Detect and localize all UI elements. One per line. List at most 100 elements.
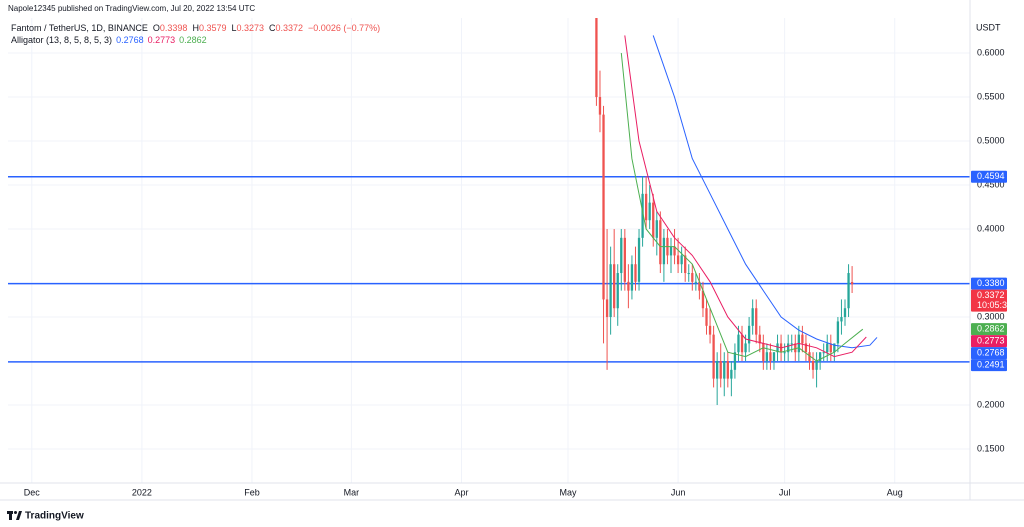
- ohlc-key: H: [192, 23, 199, 33]
- price-badge-label: 0.3372: [977, 290, 1005, 300]
- candle-body: [850, 282, 854, 285]
- alligator-line: [624, 35, 867, 358]
- ohlc-key: O: [153, 23, 160, 33]
- y-tick-label: 0.5500: [977, 91, 1005, 101]
- price-badge: [971, 289, 1007, 312]
- price-badge: [971, 335, 1007, 348]
- candle-body: [595, 18, 598, 98]
- candle-body: [662, 237, 666, 265]
- candle-body: [804, 343, 808, 353]
- candle-body: [747, 325, 751, 344]
- candle-body: [787, 343, 790, 353]
- symbol-line: Fantom / TetherUS, 1D, BINANCE O0.3398 H0.…: [11, 23, 380, 33]
- x-tick-label: Mar: [344, 487, 360, 497]
- candle-body: [733, 352, 737, 370]
- candle-body: [758, 334, 761, 344]
- candle-body: [811, 361, 815, 370]
- y-tick-label: 0.3000: [977, 311, 1005, 321]
- y-tick-label: 0.2000: [977, 399, 1005, 409]
- candle-body: [659, 220, 662, 265]
- price-badge-label: 0.3380: [977, 278, 1005, 288]
- candle-body: [801, 334, 804, 344]
- candle-body: [644, 193, 648, 221]
- candle-body: [836, 321, 840, 344]
- candle-body: [740, 334, 744, 353]
- candle-body: [605, 299, 609, 318]
- candle-body: [829, 343, 832, 353]
- candle-body: [684, 255, 687, 274]
- change: −0.0026 (−0.77%): [308, 23, 380, 33]
- indicator-value: 0.2862: [179, 35, 207, 45]
- candle-body: [620, 237, 623, 274]
- candle-body: [598, 97, 602, 115]
- ohlc-value: 0.3398: [160, 23, 188, 33]
- candle-body: [843, 308, 847, 318]
- ohlc-value: 0.3372: [276, 23, 304, 33]
- x-tick-label: 2022: [132, 487, 152, 497]
- candle-body: [808, 352, 811, 362]
- candle-body: [772, 352, 776, 362]
- symbol: Fantom / TetherUS, 1D, BINANCE: [11, 23, 148, 33]
- candle-body: [673, 246, 676, 256]
- candle-body: [698, 281, 701, 291]
- candle-body: [826, 343, 829, 353]
- ohlc-value: 0.3579: [199, 23, 227, 33]
- candle-body: [637, 237, 641, 282]
- indicator: Alligator (13, 8, 5, 8, 5, 3): [11, 35, 112, 45]
- plot-area: [8, 18, 970, 406]
- y-tick-label: 0.4000: [977, 223, 1005, 233]
- x-tick-label: Aug: [887, 487, 903, 497]
- price-badge: [971, 347, 1007, 360]
- candle-body: [815, 361, 818, 370]
- candle-body: [833, 343, 836, 353]
- candle-body: [655, 220, 658, 238]
- x-tick-label: Jun: [671, 487, 686, 497]
- candle-body: [719, 361, 722, 379]
- indicator-line: Alligator (13, 8, 5, 8, 5, 3) 0.2768 0.277…: [11, 35, 207, 45]
- price-badge-label: 0.4594: [977, 171, 1005, 181]
- indicator-value: 0.2768: [116, 35, 144, 45]
- candle-body: [613, 264, 616, 309]
- ohlc-key: C: [269, 23, 276, 33]
- candle-body: [648, 202, 651, 221]
- candle-body: [641, 193, 644, 238]
- candle-body: [708, 325, 712, 335]
- price-badge: [971, 323, 1007, 336]
- candle-body: [744, 343, 747, 353]
- x-tick-label: Jul: [779, 487, 791, 497]
- price-badge-label: 0.2862: [977, 324, 1005, 334]
- y-tick-label: 0.6000: [977, 47, 1005, 57]
- price-badge-label: 0.2773: [977, 336, 1005, 346]
- candle-body: [716, 361, 719, 379]
- candle-body: [840, 317, 843, 322]
- candle-body: [847, 273, 850, 309]
- alligator-line: [620, 52, 864, 362]
- brand: TradingView: [25, 511, 84, 522]
- candle-body: [602, 114, 605, 300]
- candle-body: [822, 352, 825, 354]
- candle-body: [776, 343, 779, 353]
- candle-body: [790, 343, 793, 345]
- candle-body: [676, 255, 680, 265]
- price-badge-label: 0.2491: [977, 360, 1005, 370]
- y-tick-label: 0.1500: [977, 443, 1005, 453]
- y-tick-label: 0.5000: [977, 135, 1005, 145]
- candle-body: [737, 334, 740, 353]
- candle-body: [669, 246, 673, 256]
- candle-body: [627, 281, 630, 291]
- candle-body: [762, 343, 765, 362]
- candle-body: [701, 290, 705, 309]
- price-badge: [971, 359, 1007, 372]
- candle-body: [680, 255, 683, 265]
- candle-body: [769, 352, 772, 362]
- candle-body: [652, 202, 655, 238]
- ohlc-key: L: [231, 23, 236, 33]
- candle-body: [794, 343, 797, 353]
- candle-body: [818, 352, 822, 362]
- candle-body: [623, 237, 626, 282]
- y-unit: USDT: [976, 22, 1001, 32]
- ohlc-value: 0.3273: [236, 23, 264, 33]
- candle-body: [634, 264, 637, 282]
